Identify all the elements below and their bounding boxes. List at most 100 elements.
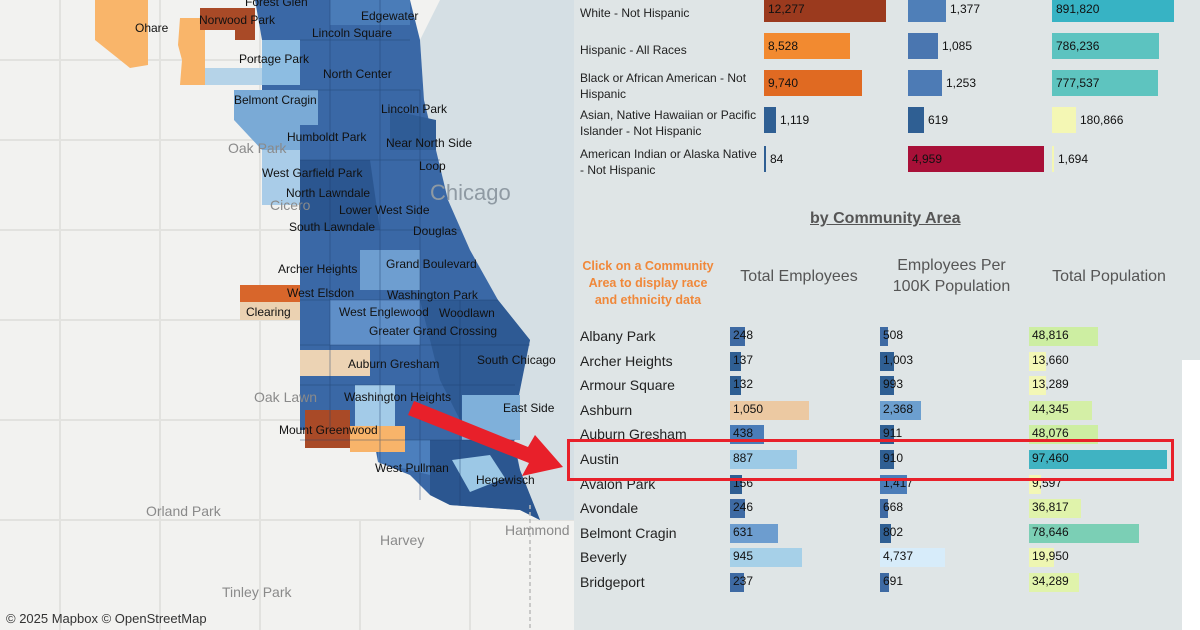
area-bar-population[interactable] <box>1029 523 1139 543</box>
community-label[interactable]: West Englewood <box>339 305 429 319</box>
col-header-per100k[interactable]: Employees Per 100K Population <box>892 257 1011 295</box>
area-bar-per100k[interactable] <box>880 327 888 346</box>
race-bar-per100k[interactable] <box>908 0 946 22</box>
community-label[interactable]: Woodlawn <box>439 306 495 320</box>
community-label[interactable]: Near North Side <box>386 136 473 150</box>
community-area-map[interactable]: Chicago Oak Park Cicero Oak Lawn Orland … <box>0 0 574 630</box>
community-label[interactable]: Washington Park <box>387 288 478 302</box>
area-bar-employees[interactable] <box>730 573 744 592</box>
area-row[interactable]: Auburn Gresham 438 911 48,076 <box>574 423 1180 447</box>
community-label[interactable]: Forest Glen <box>245 0 308 9</box>
area-name[interactable]: Belmont Cragin <box>580 524 677 541</box>
area-bar-per100k[interactable] <box>880 450 894 469</box>
area-bar-per100k[interactable] <box>880 573 889 592</box>
race-bar-per100k[interactable] <box>908 107 924 133</box>
area-bar-population[interactable] <box>1029 400 1092 420</box>
area-bar-employees[interactable] <box>730 450 797 469</box>
area-bar-per100k[interactable] <box>880 400 921 420</box>
race-bar-per100k[interactable] <box>908 146 1044 172</box>
col-header-employees[interactable]: Total Employees <box>740 268 858 285</box>
community-label[interactable]: Ohare <box>135 21 169 35</box>
community-label[interactable]: Lincoln Square <box>312 26 393 40</box>
community-label[interactable]: West Pullman <box>375 461 449 475</box>
race-bar-employees[interactable] <box>764 107 776 133</box>
area-row[interactable]: Armour Square 132 993 13,289 <box>574 374 1180 398</box>
area-bar-per100k[interactable] <box>880 548 945 568</box>
race-bar-employees[interactable] <box>764 0 886 22</box>
community-label[interactable]: Washington Heights <box>344 390 451 404</box>
scrollbar[interactable] <box>1182 360 1200 630</box>
community-label[interactable]: Douglas <box>413 224 458 238</box>
community-label[interactable]: Archer Heights <box>278 262 358 276</box>
area-bar-population[interactable] <box>1029 499 1081 519</box>
community-label[interactable]: Loop <box>419 159 446 173</box>
area-bar-employees[interactable] <box>730 351 741 371</box>
area-name[interactable]: Albany Park <box>580 328 656 344</box>
community-label[interactable]: Humboldt Park <box>287 130 367 144</box>
area-name[interactable]: Armour Square <box>580 377 675 394</box>
area-bar-employees[interactable] <box>730 548 802 568</box>
community-label[interactable]: Clearing <box>246 305 291 319</box>
area-bar-population[interactable] <box>1029 376 1046 396</box>
area-bar-per100k[interactable] <box>880 376 894 396</box>
community-label[interactable]: Edgewater <box>361 9 419 23</box>
race-bar-population[interactable] <box>1052 107 1076 133</box>
community-label[interactable]: Norwood Park <box>199 13 276 27</box>
area-row[interactable]: Archer Heights 137 1,003 13,660 <box>574 350 1180 374</box>
area-bar-employees[interactable] <box>730 327 745 346</box>
community-label[interactable]: Lincoln Park <box>381 102 448 116</box>
race-bar-employees[interactable] <box>764 70 862 96</box>
map-attribution[interactable]: © 2025 Mapbox © OpenStreetMap <box>6 611 207 626</box>
community-label[interactable]: Belmont Cragin <box>234 93 317 107</box>
community-label[interactable]: South Chicago <box>477 353 556 367</box>
community-label[interactable]: West Elsdon <box>287 286 355 300</box>
area-bar-employees[interactable] <box>730 376 741 396</box>
community-label[interactable]: Portage Park <box>239 52 310 66</box>
area-name[interactable]: Bridgeport <box>580 574 645 590</box>
area-name[interactable]: Beverly <box>580 549 627 566</box>
community-label[interactable]: Greater Grand Crossing <box>369 324 498 338</box>
race-bar-population[interactable] <box>1052 33 1159 59</box>
race-bar-employees[interactable] <box>764 33 850 59</box>
area-name[interactable]: Austin <box>580 451 619 467</box>
area-row[interactable]: Bridgeport 237 691 34,289 <box>574 571 1180 595</box>
area-bar-population[interactable] <box>1029 548 1054 568</box>
community-label[interactable]: East Side <box>503 401 555 415</box>
area-bar-employees[interactable] <box>730 523 778 543</box>
area-bar-population[interactable] <box>1029 351 1046 371</box>
area-row[interactable]: Avondale 246 668 36,817 <box>574 497 1180 521</box>
col-header-population[interactable]: Total Population <box>1052 268 1166 285</box>
community-label[interactable]: West Garfield Park <box>262 166 363 180</box>
race-bar-per100k[interactable] <box>908 70 942 96</box>
area-row[interactable]: Austin 887 910 97,460 <box>574 448 1180 472</box>
area-row[interactable]: Ashburn 1,050 2,368 44,345 <box>574 399 1180 423</box>
area-name[interactable]: Avondale <box>580 500 639 517</box>
community-label[interactable]: Auburn Gresham <box>348 357 440 371</box>
community-label[interactable]: Lower West Side <box>339 203 430 217</box>
area-row[interactable]: Albany Park 248 508 48,816 <box>574 325 1180 349</box>
community-label[interactable]: North Lawndale <box>286 186 371 200</box>
area-name[interactable]: Archer Heights <box>580 352 673 369</box>
area-name[interactable]: Ashburn <box>580 401 633 418</box>
race-bar-population[interactable] <box>1052 146 1054 172</box>
area-bar-employees[interactable] <box>730 499 745 519</box>
community-label[interactable]: North Center <box>323 67 392 81</box>
area-bar-population[interactable] <box>1029 327 1098 346</box>
area-bar-population[interactable] <box>1029 573 1079 592</box>
area-bar-employees[interactable] <box>730 400 809 420</box>
community-label[interactable]: Hegewisch <box>476 473 535 487</box>
race-bar-population[interactable] <box>1052 70 1158 96</box>
area-name[interactable]: Auburn Gresham <box>580 426 687 443</box>
community-label[interactable]: Mount Greenwood <box>279 423 378 437</box>
race-bar-population[interactable] <box>1052 0 1174 22</box>
race-bar-employees[interactable] <box>764 146 766 172</box>
community-label[interactable]: South Lawndale <box>289 220 376 234</box>
area-row[interactable]: Belmont Cragin 631 802 78,646 <box>574 522 1180 546</box>
area-bar-population[interactable] <box>1029 450 1167 469</box>
area-bar-per100k[interactable] <box>880 523 891 543</box>
area-row[interactable]: Beverly 945 4,737 19,950 <box>574 546 1180 570</box>
race-bar-per100k[interactable] <box>908 33 938 59</box>
area-bar-per100k[interactable] <box>880 351 894 371</box>
community-label[interactable]: Grand Boulevard <box>386 257 477 271</box>
area-bar-per100k[interactable] <box>880 499 888 519</box>
